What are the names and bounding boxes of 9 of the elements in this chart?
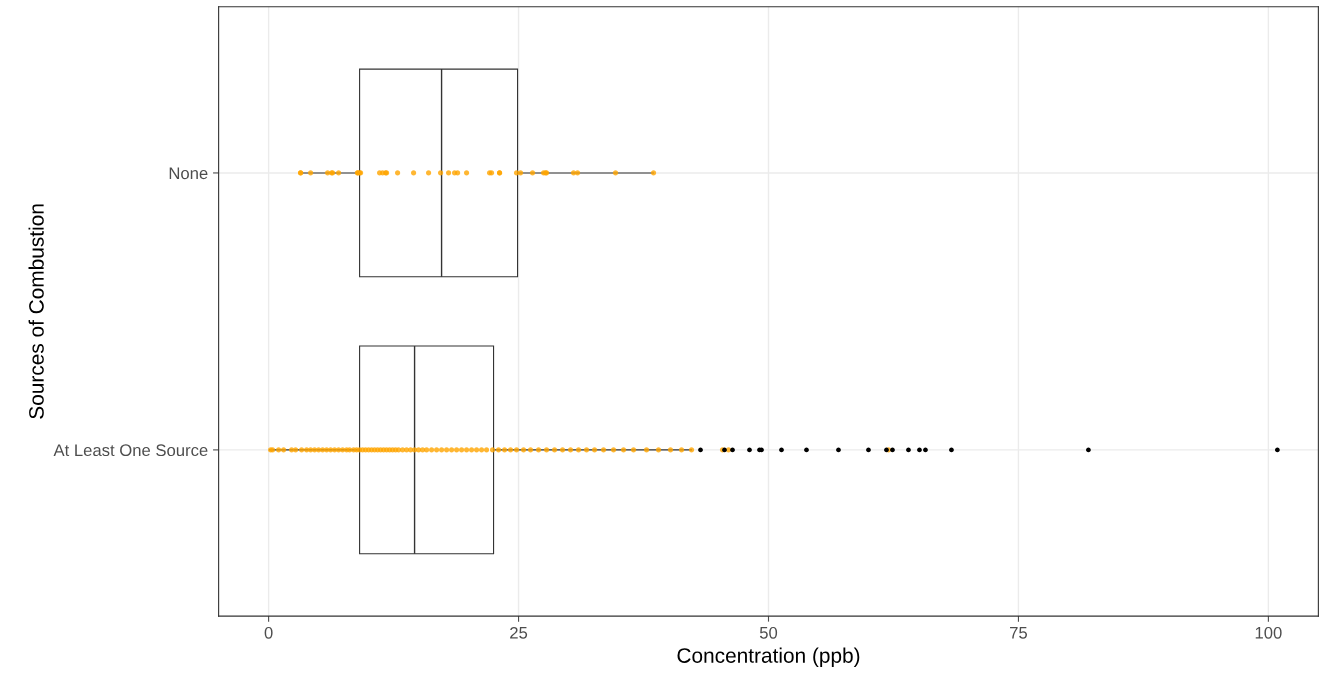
y-tick-label: At Least One Source [53,444,208,457]
y-axis-title: Sources of Combustion [28,204,44,419]
x-tick-label: 25 [510,626,528,639]
x-tick-label: 75 [1010,627,1028,639]
x-axis-title: Concentration (ppb) [677,647,860,667]
x-tick-label: 100 [1255,626,1282,639]
x-tick-label: 0 [264,626,273,639]
x-tick-label: 50 [759,626,778,639]
y-tick-label: None [169,167,208,180]
